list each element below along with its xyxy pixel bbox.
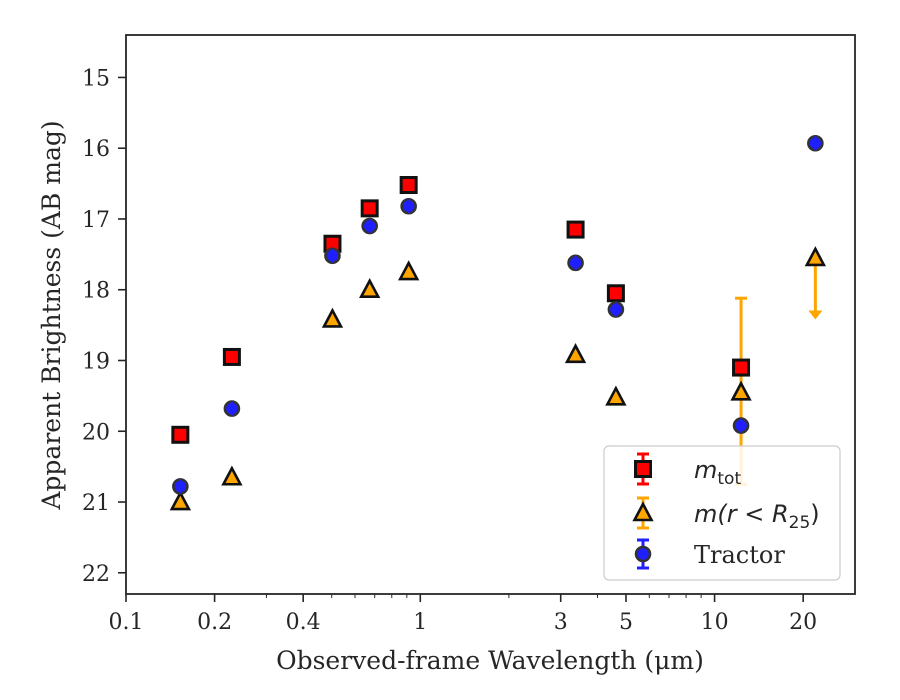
mtot-point — [606, 284, 625, 303]
mtot-point — [171, 425, 190, 444]
y-tick-label: 21 — [82, 491, 110, 516]
legend-mtot-sub: tot — [717, 469, 741, 489]
mr25-point — [359, 277, 381, 299]
mr25-point — [605, 385, 627, 406]
y-axis-label: Apparent Brightness (AB mag) — [37, 120, 66, 510]
mtot-point — [566, 220, 585, 239]
legend-label-mtot: mtot — [694, 456, 741, 489]
x-axis-label: Observed-frame Wavelength (μm) — [276, 646, 704, 675]
y-axis-ticks: 15 16 17 18 19 20 21 22 — [82, 66, 126, 587]
y-tick-label: 19 — [82, 349, 110, 374]
legend-mtot-marker — [634, 460, 652, 478]
x-tick-label: 5 — [619, 610, 633, 635]
x-tick-label: 10 — [701, 610, 729, 635]
x-tick-label: 0.1 — [109, 610, 144, 635]
mr25-point — [221, 465, 243, 486]
mr25-point — [564, 343, 587, 364]
x-axis-ticks: 0.1 0.2 0.4 1 3 5 10 20 — [109, 594, 817, 635]
y-tick-label: 15 — [82, 66, 110, 91]
legend-mr25-text: m(r < R — [694, 500, 789, 528]
legend-box — [603, 445, 841, 581]
legend: mtot m(r < R25) Tractor — [603, 445, 841, 581]
mr25-point — [397, 260, 420, 281]
mr25-point — [804, 246, 827, 267]
legend-mr25-marker — [632, 501, 654, 522]
upper-limit-arrow-head — [808, 310, 823, 320]
plot-frame — [125, 34, 856, 595]
x-tick-label: 20 — [789, 610, 817, 635]
y-tick-label: 16 — [82, 137, 110, 162]
legend-mtot-base: m — [694, 456, 717, 484]
x-tick-label: 0.2 — [197, 610, 232, 635]
y-tick-label: 17 — [82, 208, 110, 233]
y-tick-label: 22 — [82, 562, 110, 587]
mr25-point — [321, 307, 344, 328]
y-tick-label: 18 — [82, 279, 110, 304]
legend-markers — [632, 452, 654, 570]
plot-marks — [169, 134, 827, 511]
x-tick-label: 3 — [554, 610, 568, 635]
legend-label-tractor: Tractor — [694, 541, 785, 569]
mtot-point — [399, 176, 418, 195]
y-tick-label: 20 — [82, 420, 110, 445]
x-tick-label: 1 — [413, 610, 427, 635]
legend-mr25-close: ) — [810, 500, 819, 528]
legend-mr25-sub: 25 — [789, 513, 811, 533]
mtot-point — [732, 358, 751, 377]
legend-label-mr25: m(r < R25) — [694, 500, 820, 533]
x-tick-label: 0.4 — [286, 610, 321, 635]
legend-tractor-marker — [634, 545, 652, 563]
mtot-point — [222, 347, 241, 366]
mtot-point — [360, 199, 379, 218]
mr25-point — [730, 380, 752, 401]
mr25-point — [169, 490, 192, 511]
